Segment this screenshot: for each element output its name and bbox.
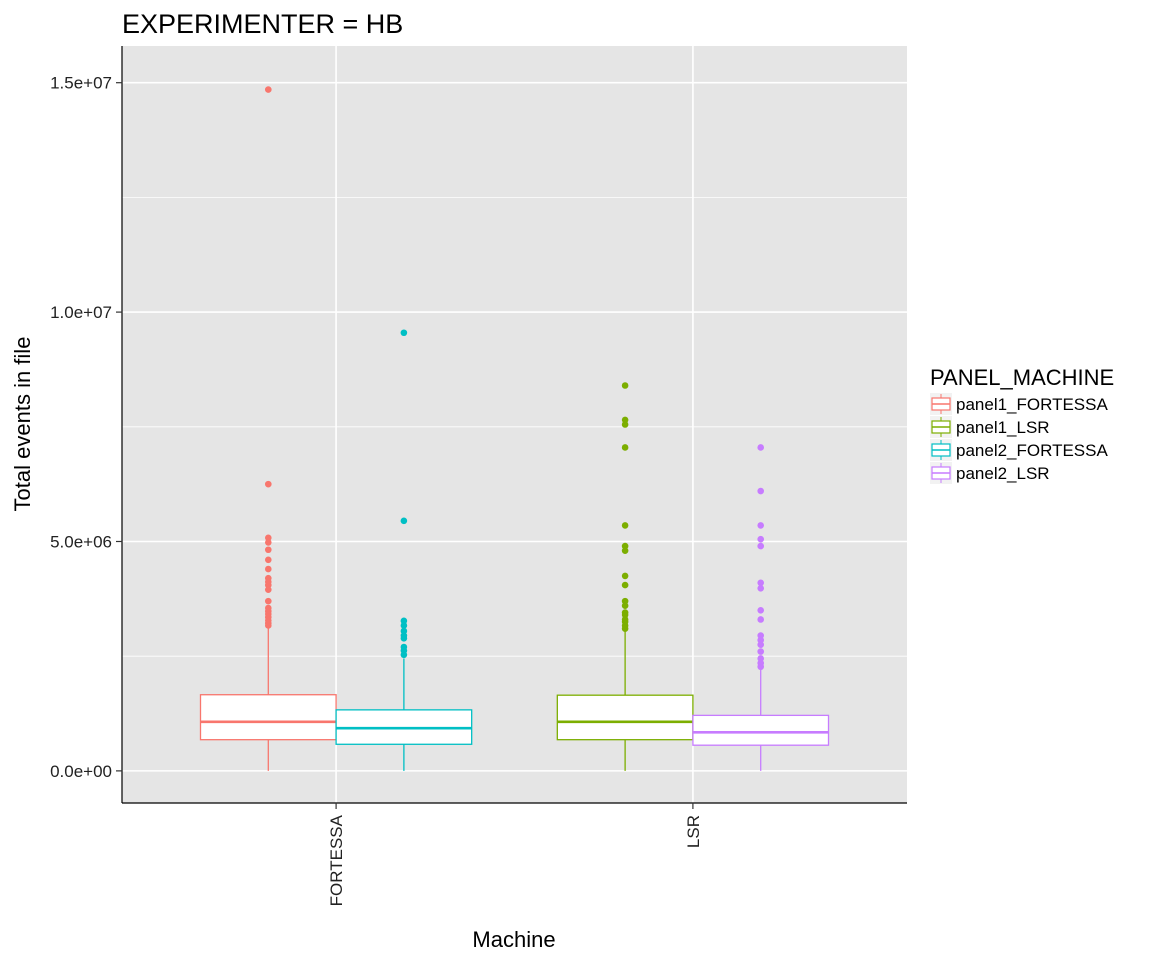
outlier-point [621, 581, 629, 589]
outlier-point [264, 539, 272, 546]
outlier-point [621, 382, 629, 389]
outlier-point [621, 602, 629, 610]
outlier-point [621, 572, 629, 580]
outlier-point [621, 416, 629, 424]
legend-item-panel2_LSR: panel2_LSR [930, 462, 1050, 484]
outlier-point [757, 607, 765, 614]
box-iqr [199, 694, 337, 741]
outlier-point [757, 663, 765, 671]
outlier-point [264, 480, 272, 488]
x-axis-title: Machine [472, 927, 555, 952]
outlier-point [757, 579, 765, 587]
outlier-point [264, 586, 272, 593]
legend-title: PANEL_MACHINE [930, 365, 1114, 390]
outlier-point [621, 625, 629, 632]
outlier-point [400, 634, 408, 642]
outlier-point [400, 627, 408, 635]
outlier-point [621, 421, 629, 428]
outlier-point [621, 597, 629, 605]
x-tick-label: LSR [684, 815, 703, 848]
legend-item-panel2_FORTESSA: panel2_FORTESSA [930, 439, 1108, 461]
outlier-point [264, 622, 272, 629]
outlier-point [757, 648, 765, 655]
outlier-point [757, 542, 765, 550]
x-axis-ticks: FORTESSA LSR [327, 803, 703, 906]
outlier-point [757, 655, 765, 662]
y-axis-ticks: 0.0e+00 5.0e+06 1.0e+07 1.5e+07 [50, 74, 122, 781]
outlier-point [621, 522, 629, 529]
y-tick-label: 0.0e+00 [50, 762, 112, 781]
outlier-point [264, 534, 272, 542]
outlier-point [757, 632, 765, 639]
outlier-point [621, 542, 629, 550]
outlier-point [757, 535, 765, 543]
box-panel2_FORTESSA [335, 329, 473, 771]
outlier-point [400, 329, 408, 337]
legend-label: panel2_FORTESSA [956, 441, 1108, 460]
box-iqr [556, 694, 694, 741]
outlier-point [757, 584, 765, 592]
outlier-point [621, 547, 629, 554]
outlier-point [757, 522, 765, 529]
outlier-point [757, 616, 765, 623]
y-tick-label: 1.0e+07 [50, 303, 112, 322]
outlier-point [264, 546, 272, 554]
outlier-point [757, 641, 765, 649]
outlier-point [757, 444, 765, 451]
chart-title: EXPERIMENTER = HB [122, 9, 403, 39]
legend-label: panel1_LSR [956, 418, 1050, 437]
grid-lines [122, 46, 907, 803]
y-tick-label: 5.0e+06 [50, 532, 112, 551]
outlier-point [264, 581, 272, 589]
outlier-point [400, 651, 408, 659]
box-panel2_LSR [692, 444, 830, 771]
box-panel1_FORTESSA [199, 86, 337, 771]
box-panel1_LSR [556, 382, 694, 771]
legend-item-panel1_LSR: panel1_LSR [930, 416, 1050, 438]
outlier-point [400, 617, 408, 625]
outlier-point [621, 611, 629, 619]
x-tick-label: FORTESSA [327, 814, 346, 906]
outlier-point [400, 622, 408, 629]
y-tick-label: 1.5e+07 [50, 74, 112, 93]
outlier-point [264, 86, 272, 93]
legend-item-panel1_FORTESSA: panel1_FORTESSA [930, 393, 1108, 415]
outlier-point [757, 487, 765, 495]
outlier-point [400, 517, 408, 525]
legend: PANEL_MACHINE panel1_FORTESSA panel1_LSRp… [930, 365, 1114, 484]
boxplot-series [199, 86, 830, 771]
outlier-point [757, 636, 765, 644]
legend-label: panel1_FORTESSA [956, 395, 1108, 414]
outlier-point [621, 444, 629, 451]
plot-panel [122, 46, 907, 803]
box-iqr [692, 714, 830, 746]
outlier-point [264, 565, 272, 573]
y-axis-title: Total events in file [10, 337, 35, 512]
legend-label: panel2_LSR [956, 464, 1050, 483]
outlier-point [264, 597, 272, 605]
outlier-point [264, 556, 272, 564]
